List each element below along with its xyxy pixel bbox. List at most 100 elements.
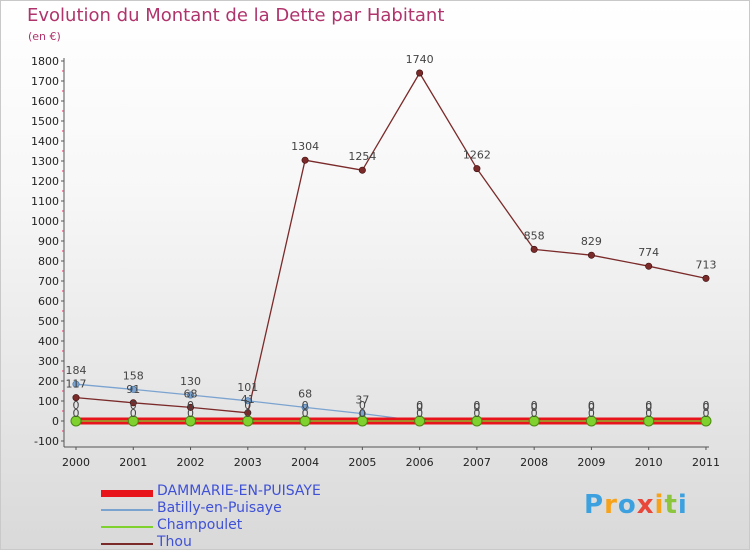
data-label: 91 bbox=[126, 383, 140, 396]
point-batilly bbox=[244, 397, 252, 405]
x-tick-label: 2009 bbox=[577, 456, 605, 469]
data-label: 1262 bbox=[463, 149, 491, 162]
logo-letter: r bbox=[604, 490, 618, 520]
point-batilly bbox=[187, 391, 195, 399]
y-tick-label: 200 bbox=[38, 375, 59, 388]
y-tick-label: 1200 bbox=[31, 175, 59, 188]
point-champoulet bbox=[585, 415, 597, 427]
chart-unit: (en €) bbox=[28, 30, 61, 43]
legend-swatch-thou bbox=[101, 543, 153, 545]
point-thou bbox=[301, 156, 309, 164]
chart-title: Evolution du Montant de la Dette par Hab… bbox=[27, 5, 445, 26]
data-label: 0 bbox=[187, 399, 194, 412]
data-label: 713 bbox=[695, 258, 716, 271]
point-champoulet bbox=[528, 415, 540, 427]
series-line-1 bbox=[75, 383, 706, 422]
data-label: 0 bbox=[359, 407, 366, 420]
logo-letter: o bbox=[617, 490, 637, 520]
y-tick-label: 300 bbox=[38, 355, 59, 368]
data-label: 101 bbox=[237, 381, 258, 394]
data-label: 774 bbox=[638, 246, 659, 259]
legend-swatch-dammarie bbox=[101, 490, 153, 497]
data-label: 0 bbox=[645, 399, 652, 412]
point-champoulet bbox=[242, 415, 254, 427]
x-tick-label: 2003 bbox=[234, 456, 262, 469]
point-champoulet bbox=[356, 415, 368, 427]
data-label: 0 bbox=[645, 407, 652, 420]
point-champoulet bbox=[299, 415, 311, 427]
legend-label-champoulet: Champoulet bbox=[157, 517, 243, 533]
point-batilly bbox=[301, 403, 309, 411]
x-tick-label: 2011 bbox=[692, 456, 720, 469]
data-label: 0 bbox=[244, 399, 251, 412]
data-label: 184 bbox=[66, 364, 87, 377]
data-label: 0 bbox=[416, 401, 423, 414]
y-tick-label: 0 bbox=[52, 415, 59, 428]
data-label: 0 bbox=[130, 407, 137, 420]
y-tick-label: 1000 bbox=[31, 215, 59, 228]
data-label: 0 bbox=[588, 407, 595, 420]
legend-label-thou: Thou bbox=[157, 534, 192, 550]
point-thou bbox=[416, 69, 424, 77]
x-tick-label: 2000 bbox=[62, 456, 90, 469]
y-tick-label: 1300 bbox=[31, 155, 59, 168]
data-label: 117 bbox=[66, 378, 87, 391]
logo-letter: P bbox=[584, 490, 605, 520]
point-champoulet bbox=[700, 415, 712, 427]
y-tick-label: 400 bbox=[38, 335, 59, 348]
y-tick-label: 1400 bbox=[31, 135, 59, 148]
logo-letter: i bbox=[654, 490, 665, 520]
point-thou bbox=[358, 166, 366, 174]
y-tick-label: 600 bbox=[38, 295, 59, 308]
x-tick-label: 2001 bbox=[119, 456, 147, 469]
x-tick-label: 2010 bbox=[635, 456, 663, 469]
data-label: 37 bbox=[355, 394, 369, 407]
data-label: 0 bbox=[302, 399, 309, 412]
y-tick-label: 800 bbox=[38, 255, 59, 268]
point-thou bbox=[587, 251, 595, 259]
data-label: 68 bbox=[184, 387, 198, 400]
proxiti-logo: Proxiti bbox=[584, 490, 688, 520]
point-thou bbox=[473, 165, 481, 173]
data-label: 0 bbox=[588, 399, 595, 412]
y-tick-label: 100 bbox=[38, 395, 59, 408]
x-tick-label: 2004 bbox=[291, 456, 319, 469]
data-label: 0 bbox=[359, 399, 366, 412]
data-label: 130 bbox=[180, 375, 201, 388]
legend-label-batilly: Batilly-en-Puisaye bbox=[157, 500, 282, 516]
x-tick-label: 2008 bbox=[520, 456, 548, 469]
point-thou bbox=[129, 399, 137, 407]
point-champoulet bbox=[471, 415, 483, 427]
x-tick-label: 2007 bbox=[463, 456, 491, 469]
data-label: 0 bbox=[187, 407, 194, 420]
data-label: 0 bbox=[244, 407, 251, 420]
legend-swatch-batilly bbox=[101, 509, 153, 511]
data-label: 1304 bbox=[291, 140, 319, 153]
data-label: 858 bbox=[524, 229, 545, 242]
data-label: 0 bbox=[73, 407, 80, 420]
point-champoulet bbox=[414, 415, 426, 427]
y-tick-label: 1600 bbox=[31, 95, 59, 108]
point-champoulet bbox=[70, 415, 82, 427]
data-label: 0 bbox=[416, 407, 423, 420]
y-tick-label: -100 bbox=[34, 435, 59, 448]
y-tick-label: 1500 bbox=[31, 115, 59, 128]
data-label: 0 bbox=[531, 401, 538, 414]
point-batilly bbox=[72, 380, 80, 388]
logo-letter: x bbox=[636, 490, 655, 520]
point-champoulet bbox=[643, 415, 655, 427]
data-label: 68 bbox=[298, 387, 312, 400]
legend-swatch-champoulet bbox=[101, 526, 153, 528]
point-thou bbox=[72, 394, 80, 402]
y-tick-label: 1100 bbox=[31, 195, 59, 208]
data-label: 1254 bbox=[348, 150, 376, 163]
point-batilly bbox=[129, 385, 137, 393]
data-label: 0 bbox=[473, 407, 480, 420]
data-label: 1740 bbox=[406, 53, 434, 66]
logo-letter: t bbox=[664, 490, 678, 520]
legend-label-dammarie: DAMMARIE-EN-PUISAYE bbox=[157, 483, 321, 499]
y-tick-label: 500 bbox=[38, 315, 59, 328]
x-tick-label: 2005 bbox=[348, 456, 376, 469]
